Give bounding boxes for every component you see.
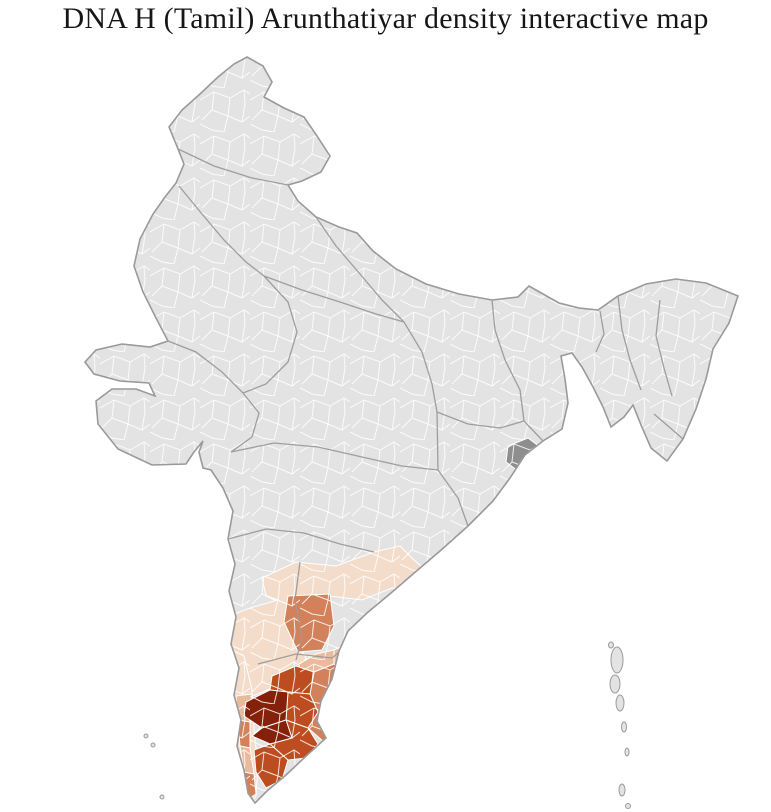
- map-title: DNA H (Tamil) Arunthatiyar density inter…: [62, 2, 709, 35]
- island[interactable]: [150, 742, 156, 748]
- island[interactable]: [624, 747, 630, 757]
- island[interactable]: [608, 641, 614, 649]
- island[interactable]: [610, 646, 624, 674]
- andaman-nicobar-islands: [608, 641, 631, 809]
- island[interactable]: [143, 733, 149, 739]
- island[interactable]: [159, 794, 165, 800]
- island[interactable]: [625, 803, 631, 809]
- district-borders-texture: [85, 57, 738, 803]
- island[interactable]: [609, 674, 621, 694]
- state-borders: [167, 147, 684, 665]
- island[interactable]: [621, 721, 627, 733]
- island[interactable]: [618, 783, 626, 797]
- island[interactable]: [615, 694, 625, 712]
- lakshadweep-islands: [143, 733, 165, 800]
